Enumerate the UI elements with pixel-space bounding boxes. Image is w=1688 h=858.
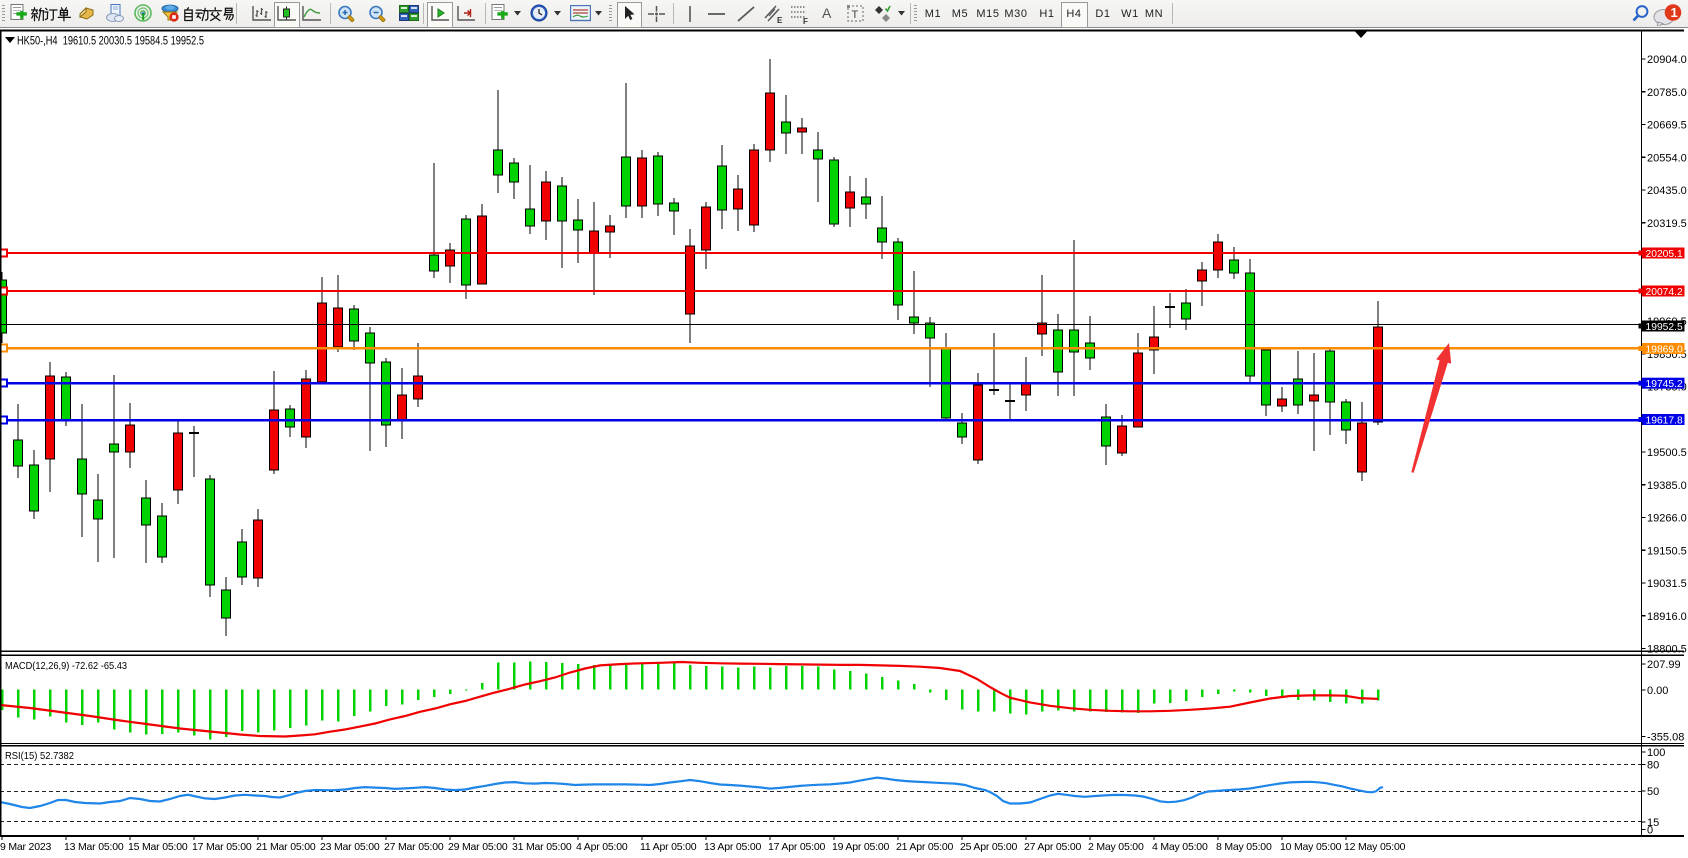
svg-text:31 Mar 05:00: 31 Mar 05:00 — [512, 841, 572, 853]
svg-text:19869.0: 19869.0 — [1646, 344, 1683, 355]
svg-text:20904.0: 20904.0 — [1647, 54, 1687, 66]
svg-text:100: 100 — [1647, 747, 1665, 759]
svg-text:19150.5: 19150.5 — [1647, 545, 1687, 557]
svg-text:29 Mar 05:00: 29 Mar 05:00 — [448, 841, 508, 853]
svg-text:19745.2: 19745.2 — [1646, 379, 1683, 390]
svg-text:19266.0: 19266.0 — [1647, 513, 1687, 525]
svg-text:F: F — [803, 17, 808, 24]
svg-text:15: 15 — [1647, 817, 1659, 829]
svg-text:11 Apr 05:00: 11 Apr 05:00 — [640, 841, 697, 853]
svg-text:20319.5: 20319.5 — [1647, 218, 1687, 230]
svg-text:E: E — [777, 16, 783, 24]
svg-text:19617.8: 19617.8 — [1646, 415, 1683, 426]
svg-text:19952.5: 19952.5 — [1646, 322, 1683, 333]
svg-text:19385.0: 19385.0 — [1647, 480, 1687, 492]
svg-text:20785.0: 20785.0 — [1647, 87, 1687, 99]
svg-text:19500.5: 19500.5 — [1647, 447, 1687, 459]
svg-text:15 Mar 05:00: 15 Mar 05:00 — [128, 841, 188, 853]
svg-text:4 May 05:00: 4 May 05:00 — [1152, 841, 1208, 853]
svg-text:MACD(12,26,9) -72.62 -65.43: MACD(12,26,9) -72.62 -65.43 — [5, 660, 127, 672]
svg-text:12 May 05:00: 12 May 05:00 — [1344, 841, 1406, 853]
svg-text:-355.08: -355.08 — [1647, 732, 1684, 744]
svg-text:207.99: 207.99 — [1647, 659, 1681, 671]
svg-text:19 Apr 05:00: 19 Apr 05:00 — [832, 841, 890, 853]
svg-text:18800.5: 18800.5 — [1647, 644, 1687, 656]
svg-text:1: 1 — [1671, 5, 1678, 20]
svg-text:13 Mar 05:00: 13 Mar 05:00 — [64, 841, 124, 853]
svg-text:8 May 05:00: 8 May 05:00 — [1216, 841, 1272, 853]
svg-text:18916.0: 18916.0 — [1647, 611, 1687, 623]
svg-text:21 Apr 05:00: 21 Apr 05:00 — [896, 841, 954, 853]
svg-text:19031.5: 19031.5 — [1647, 578, 1687, 590]
svg-text:20554.0: 20554.0 — [1647, 152, 1687, 164]
svg-text:17 Mar 05:00: 17 Mar 05:00 — [192, 841, 252, 853]
svg-text:25 Apr 05:00: 25 Apr 05:00 — [960, 841, 1018, 853]
svg-text:T: T — [852, 9, 859, 21]
svg-text:4 Apr 05:00: 4 Apr 05:00 — [576, 841, 628, 853]
svg-text:2 May 05:00: 2 May 05:00 — [1088, 841, 1144, 853]
svg-text:13 Apr 05:00: 13 Apr 05:00 — [704, 841, 762, 853]
svg-text:27 Mar 05:00: 27 Mar 05:00 — [384, 841, 444, 853]
svg-text:27 Apr 05:00: 27 Apr 05:00 — [1024, 841, 1082, 853]
svg-text:80: 80 — [1647, 760, 1659, 772]
svg-text:50: 50 — [1647, 786, 1659, 798]
svg-text:0.00: 0.00 — [1647, 685, 1668, 697]
svg-text:20435.0: 20435.0 — [1647, 185, 1687, 197]
svg-text:10 May 05:00: 10 May 05:00 — [1280, 841, 1342, 853]
svg-text:20205.1: 20205.1 — [1646, 249, 1683, 260]
svg-text:HK50-,H4 19610.5 20030.5 1958: HK50-,H4 19610.5 20030.5 19584.5 19952.5 — [17, 36, 204, 48]
svg-text:23 Mar 05:00: 23 Mar 05:00 — [320, 841, 380, 853]
svg-text:20669.5: 20669.5 — [1647, 120, 1687, 132]
svg-text:21 Mar 05:00: 21 Mar 05:00 — [256, 841, 316, 853]
svg-text:17 Apr 05:00: 17 Apr 05:00 — [768, 841, 826, 853]
svg-text:0: 0 — [1647, 825, 1653, 837]
svg-text:RSI(15) 52.7382: RSI(15) 52.7382 — [5, 750, 74, 762]
svg-text:20074.2: 20074.2 — [1646, 287, 1683, 298]
svg-text:9 Mar 2023: 9 Mar 2023 — [0, 841, 51, 853]
